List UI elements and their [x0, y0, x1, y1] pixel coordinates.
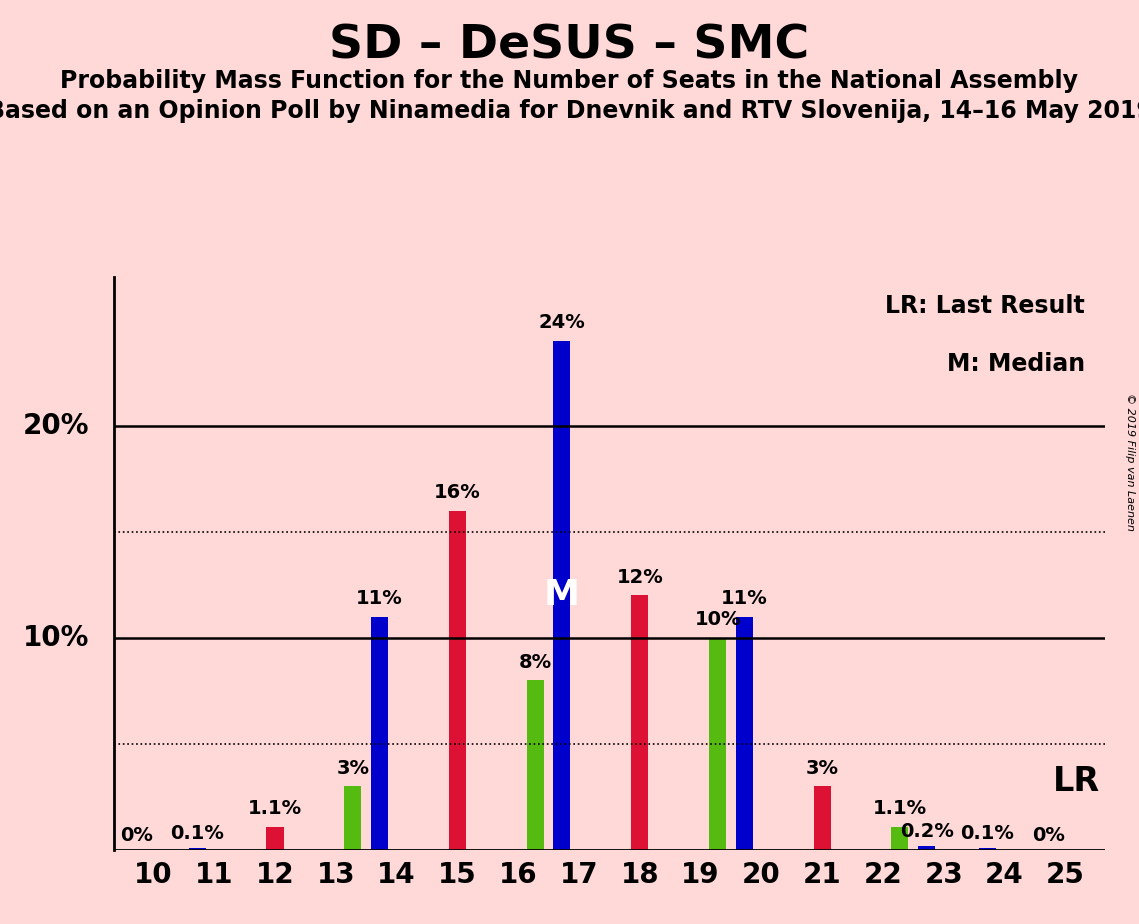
Bar — [449, 511, 466, 850]
Bar — [189, 848, 206, 850]
Text: 0.1%: 0.1% — [170, 823, 224, 843]
Bar — [631, 595, 648, 850]
Text: SD – DeSUS – SMC: SD – DeSUS – SMC — [329, 23, 810, 68]
Text: 3%: 3% — [336, 759, 369, 778]
Text: LR: LR — [1052, 765, 1100, 797]
Text: 20%: 20% — [23, 412, 90, 440]
Bar — [554, 341, 571, 850]
Text: 11%: 11% — [357, 590, 403, 608]
Bar — [813, 786, 830, 850]
Bar — [736, 616, 753, 850]
Text: 1.1%: 1.1% — [248, 799, 302, 819]
Bar — [371, 616, 388, 850]
Bar — [267, 827, 284, 850]
Text: 0%: 0% — [120, 826, 153, 845]
Bar — [980, 848, 995, 850]
Bar — [918, 845, 935, 850]
Text: M: M — [544, 578, 580, 613]
Text: 0.2%: 0.2% — [900, 821, 953, 841]
Text: 0%: 0% — [1032, 826, 1065, 845]
Text: 11%: 11% — [721, 590, 768, 608]
Text: 3%: 3% — [805, 759, 838, 778]
Text: 0.1%: 0.1% — [960, 823, 1015, 843]
Text: © 2019 Filip van Laenen: © 2019 Filip van Laenen — [1125, 393, 1134, 531]
Text: 16%: 16% — [434, 483, 481, 502]
Text: 12%: 12% — [616, 568, 663, 587]
Text: 1.1%: 1.1% — [872, 799, 927, 819]
Text: Based on an Opinion Poll by Ninamedia for Dnevnik and RTV Slovenija, 14–16 May 2: Based on an Opinion Poll by Ninamedia fo… — [0, 99, 1139, 123]
Bar — [710, 638, 726, 850]
Bar — [892, 827, 909, 850]
Bar — [344, 786, 361, 850]
Text: 8%: 8% — [518, 653, 551, 672]
Text: 10%: 10% — [23, 624, 90, 652]
Text: Probability Mass Function for the Number of Seats in the National Assembly: Probability Mass Function for the Number… — [60, 69, 1079, 93]
Text: M: Median: M: Median — [947, 352, 1085, 376]
Text: 10%: 10% — [695, 611, 740, 629]
Text: LR: Last Result: LR: Last Result — [885, 295, 1085, 319]
Text: 24%: 24% — [539, 313, 585, 333]
Bar — [526, 680, 543, 850]
